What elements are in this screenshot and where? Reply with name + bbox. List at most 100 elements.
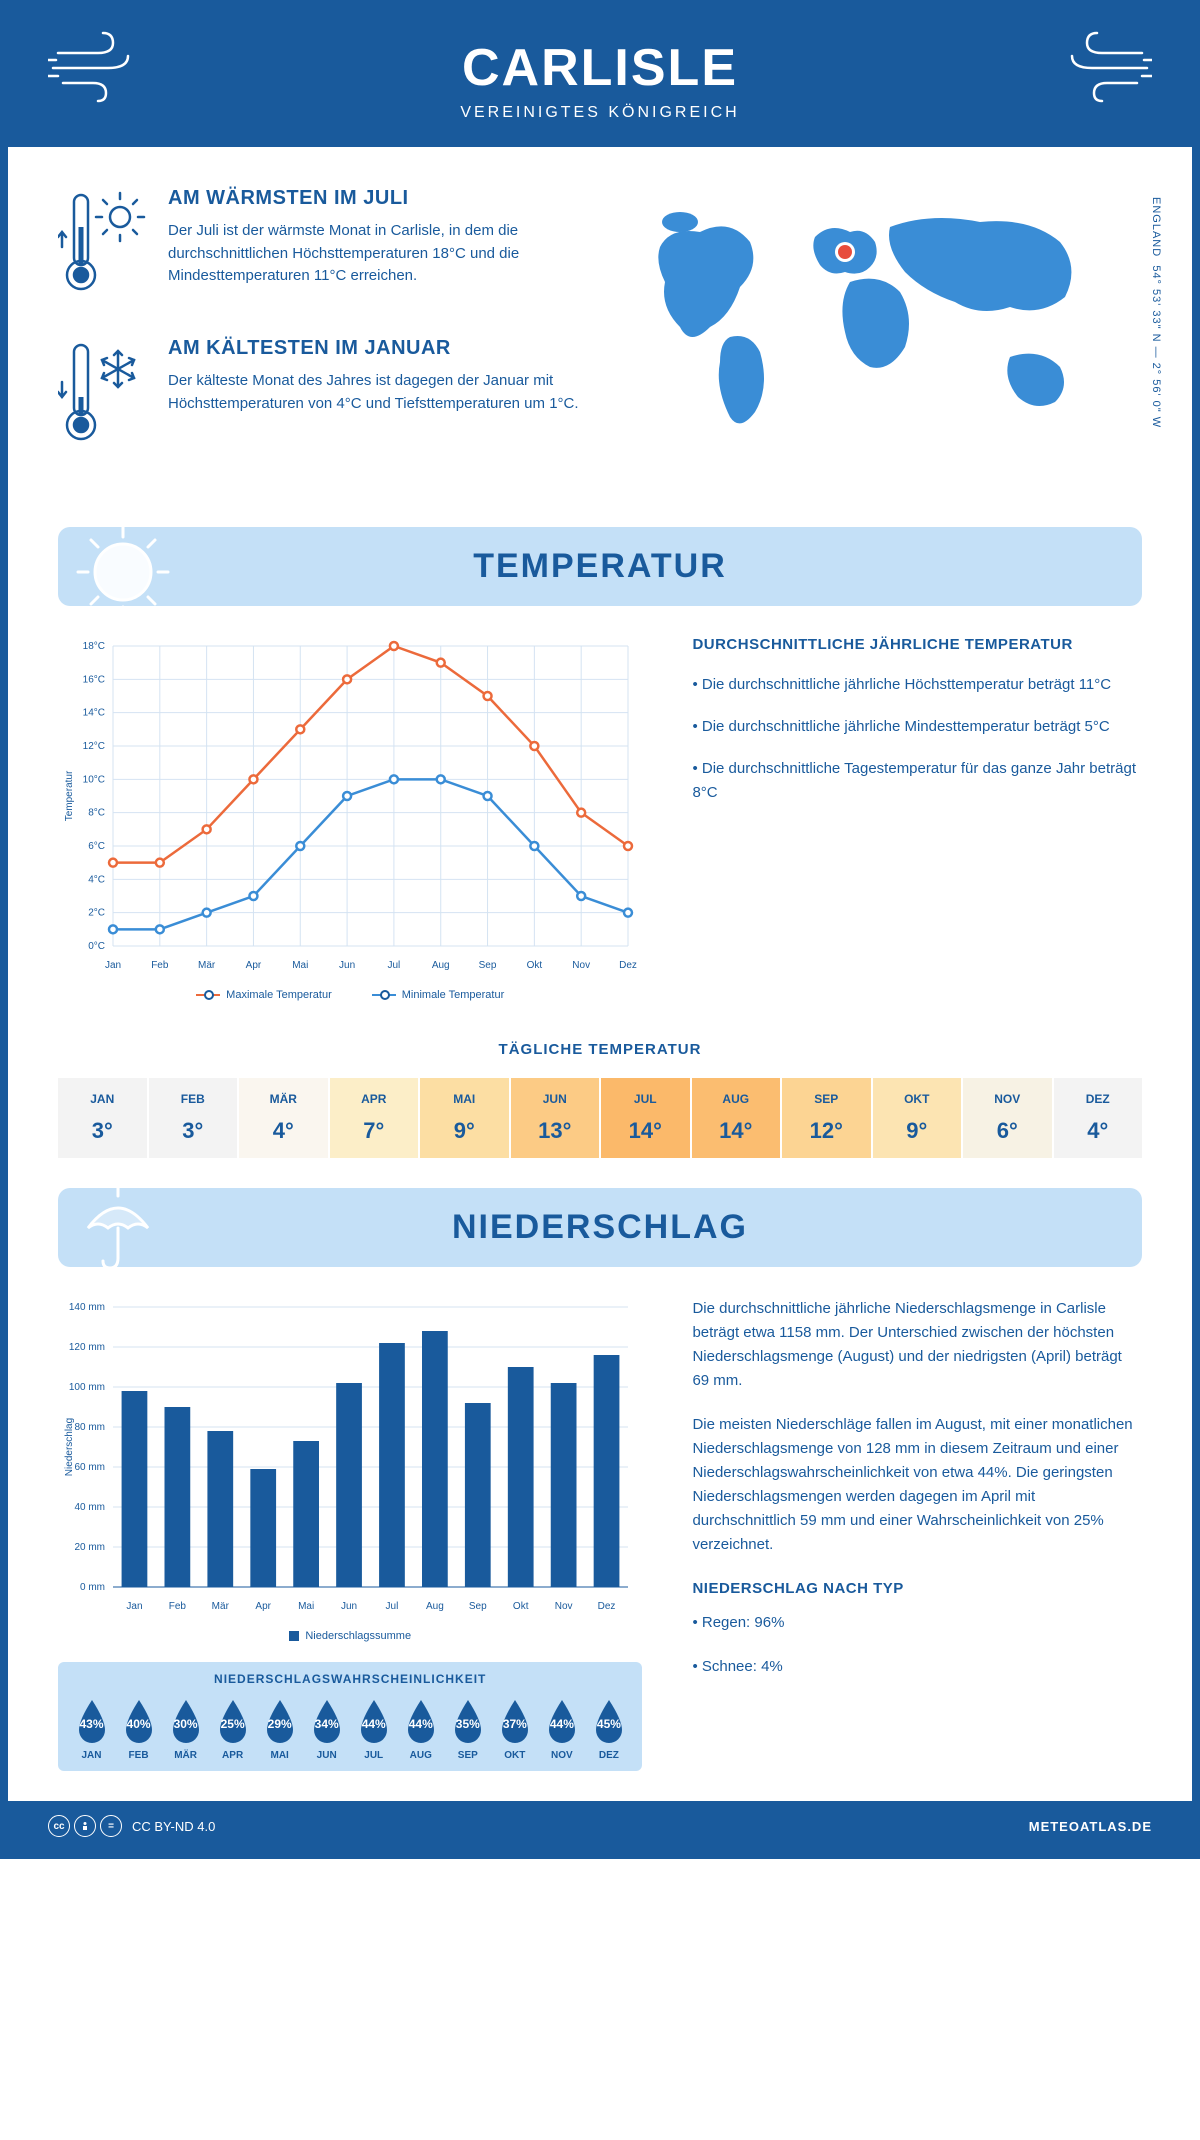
svg-text:Apr: Apr — [255, 1601, 271, 1612]
cc-icons: cc = — [48, 1815, 122, 1837]
umbrella-icon — [68, 1188, 168, 1267]
svg-text:0 mm: 0 mm — [80, 1582, 105, 1593]
svg-text:Aug: Aug — [426, 1601, 444, 1612]
warmest-block: AM WÄRMSTEN IM JULI Der Juli ist der wär… — [58, 187, 580, 302]
svg-text:Mär: Mär — [198, 960, 216, 971]
drop-icon: 44% — [355, 1698, 393, 1746]
svg-text:Mai: Mai — [292, 960, 308, 971]
footer: cc = CC BY-ND 4.0 METEOATLAS.DE — [8, 1801, 1192, 1851]
svg-text:Aug: Aug — [432, 960, 450, 971]
svg-text:Jul: Jul — [388, 960, 401, 971]
svg-text:Sep: Sep — [469, 1601, 487, 1612]
temperature-chart: 0°C2°C4°C6°C8°C10°C12°C14°C16°C18°CJanFe… — [58, 636, 642, 1001]
page-title: CARLISLE — [28, 38, 1172, 98]
daily-cell: OKT 9° — [873, 1078, 962, 1158]
svg-text:10°C: 10°C — [83, 774, 105, 785]
intro-section: AM WÄRMSTEN IM JULI Der Juli ist der wär… — [58, 187, 1142, 487]
prob-cell: 43% JAN — [70, 1698, 113, 1761]
prob-cell: 44% JUL — [352, 1698, 395, 1761]
svg-text:Dez: Dez — [619, 960, 637, 971]
prob-cell: 30% MÄR — [164, 1698, 207, 1761]
svg-text:2°C: 2°C — [88, 908, 105, 919]
svg-text:Temperatur: Temperatur — [64, 770, 75, 821]
precipitation-header: NIEDERSCHLAG — [58, 1188, 1142, 1267]
warmest-title: AM WÄRMSTEN IM JULI — [168, 187, 580, 210]
svg-text:20 mm: 20 mm — [74, 1542, 105, 1553]
precip-type-title: NIEDERSCHLAG NACH TYP — [692, 1577, 1142, 1601]
svg-text:Niederschlag: Niederschlag — [64, 1418, 75, 1476]
drop-icon: 25% — [214, 1698, 252, 1746]
footer-license: cc = CC BY-ND 4.0 — [48, 1815, 215, 1837]
temp-info-title: DURCHSCHNITTLICHE JÄHRLICHE TEMPERATUR — [692, 636, 1142, 653]
daily-temp-table: TÄGLICHE TEMPERATUR JAN 3° FEB 3° MÄR 4°… — [58, 1041, 1142, 1158]
drop-icon: 29% — [261, 1698, 299, 1746]
svg-text:Feb: Feb — [169, 1601, 187, 1612]
svg-text:6°C: 6°C — [88, 841, 105, 852]
prob-cell: 40% FEB — [117, 1698, 160, 1761]
nd-icon: = — [100, 1815, 122, 1837]
prob-cell: 29% MAI — [258, 1698, 301, 1761]
prob-cell: 34% JUN — [305, 1698, 348, 1761]
daily-cell: FEB 3° — [149, 1078, 238, 1158]
temp-bullet: • Die durchschnittliche jährliche Mindes… — [692, 715, 1142, 739]
precipitation-row: 0 mm20 mm40 mm60 mm80 mm100 mm120 mm140 … — [58, 1297, 1142, 1771]
precipitation-info: Die durchschnittliche jährliche Niedersc… — [692, 1297, 1142, 1771]
temp-legend: Maximale Temperatur Minimale Temperatur — [58, 989, 642, 1001]
svg-text:Nov: Nov — [555, 1601, 573, 1612]
drop-icon: 30% — [167, 1698, 205, 1746]
precip-text: Die meisten Niederschläge fallen im Augu… — [692, 1413, 1142, 1557]
drop-icon: 35% — [449, 1698, 487, 1746]
infographic-page: CARLISLE VEREINIGTES KÖNIGREICH — [0, 0, 1200, 1859]
temperature-row: 0°C2°C4°C6°C8°C10°C12°C14°C16°C18°CJanFe… — [58, 636, 1142, 1001]
svg-text:Mai: Mai — [298, 1601, 314, 1612]
svg-text:Jan: Jan — [105, 960, 121, 971]
section-title: TEMPERATUR — [88, 547, 1112, 586]
svg-text:Okt: Okt — [513, 1601, 529, 1612]
probability-box: NIEDERSCHLAGSWAHRSCHEINLICHKEIT 43% JAN … — [58, 1662, 642, 1771]
daily-cell: JAN 3° — [58, 1078, 147, 1158]
svg-text:Jun: Jun — [339, 960, 355, 971]
map-block: ENGLAND 54° 53' 33" N — 2° 56' 0" W — [620, 187, 1142, 487]
header: CARLISLE VEREINIGTES KÖNIGREICH — [8, 8, 1192, 147]
svg-text:40 mm: 40 mm — [74, 1502, 105, 1513]
svg-text:Okt: Okt — [527, 960, 543, 971]
temperature-header: TEMPERATUR — [58, 527, 1142, 606]
svg-text:Dez: Dez — [598, 1601, 616, 1612]
daily-cell: MAI 9° — [420, 1078, 509, 1158]
daily-cell: JUL 14° — [601, 1078, 690, 1158]
svg-text:14°C: 14°C — [83, 708, 105, 719]
drop-icon: 44% — [543, 1698, 581, 1746]
svg-text:Mär: Mär — [212, 1601, 230, 1612]
svg-text:60 mm: 60 mm — [74, 1462, 105, 1473]
svg-text:Nov: Nov — [572, 960, 590, 971]
prob-cell: 44% AUG — [399, 1698, 442, 1761]
warmest-text: Der Juli ist der wärmste Monat in Carlis… — [168, 220, 580, 288]
content: AM WÄRMSTEN IM JULI Der Juli ist der wär… — [8, 147, 1192, 1801]
daily-cell: APR 7° — [330, 1078, 419, 1158]
world-map-icon — [620, 187, 1100, 447]
precip-text: Die durchschnittliche jährliche Niedersc… — [692, 1297, 1142, 1393]
coordinates: ENGLAND 54° 53' 33" N — 2° 56' 0" W — [1150, 197, 1162, 428]
svg-text:Feb: Feb — [151, 960, 169, 971]
prob-cell: 45% DEZ — [587, 1698, 630, 1761]
svg-text:100 mm: 100 mm — [69, 1382, 105, 1393]
svg-text:4°C: 4°C — [88, 874, 105, 885]
wind-icon — [1042, 28, 1152, 113]
svg-text:18°C: 18°C — [83, 641, 105, 652]
intro-left: AM WÄRMSTEN IM JULI Der Juli ist der wär… — [58, 187, 580, 487]
daily-title: TÄGLICHE TEMPERATUR — [58, 1041, 1142, 1058]
daily-cell: DEZ 4° — [1054, 1078, 1143, 1158]
prob-cell: 44% NOV — [540, 1698, 583, 1761]
drop-icon: 43% — [73, 1698, 111, 1746]
svg-text:8°C: 8°C — [88, 808, 105, 819]
svg-text:Sep: Sep — [479, 960, 497, 971]
drop-icon: 40% — [120, 1698, 158, 1746]
precipitation-left: 0 mm20 mm40 mm60 mm80 mm100 mm120 mm140 … — [58, 1297, 642, 1771]
drop-icon: 45% — [590, 1698, 628, 1746]
cc-icon: cc — [48, 1815, 70, 1837]
svg-text:Jan: Jan — [126, 1601, 142, 1612]
prob-cell: 37% OKT — [493, 1698, 536, 1761]
precip-type-item: • Schnee: 4% — [692, 1655, 1142, 1679]
svg-text:80 mm: 80 mm — [74, 1422, 105, 1433]
license-text: CC BY-ND 4.0 — [132, 1819, 215, 1834]
